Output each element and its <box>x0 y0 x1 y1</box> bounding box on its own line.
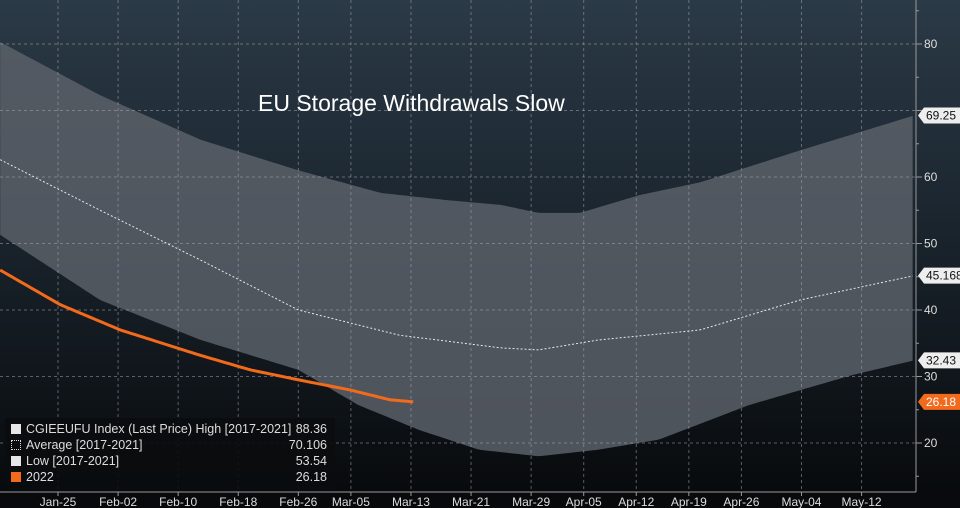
last-value-label: 32.43 <box>926 353 956 367</box>
high-low-band <box>0 42 913 457</box>
x-tick-label: Jan-25 <box>40 495 77 508</box>
y-tick-label: 30 <box>924 370 938 384</box>
y-tick-label: 20 <box>924 436 938 450</box>
x-tick-label: May-04 <box>781 495 821 508</box>
legend-label: CGIEEUFU Index (Last Price) High [2017-2… <box>26 422 292 436</box>
legend-item-2022: 2022 26.18 <box>11 470 333 485</box>
x-tick-label: Feb-10 <box>159 495 197 508</box>
x-tick-label: Apr-05 <box>566 495 602 508</box>
legend-value: 88.36 <box>295 422 327 436</box>
last-value-tag <box>918 352 960 369</box>
last-value-tag <box>918 267 960 284</box>
legend-item-low: Low [2017-2021] 53.54 <box>11 454 333 469</box>
x-tick-label: Mar-21 <box>452 495 490 508</box>
last-value-label: 69.25 <box>926 108 956 122</box>
y-tick-label: 40 <box>924 303 938 317</box>
x-tick-label: Mar-05 <box>332 495 370 508</box>
y-tick-label: 60 <box>924 170 938 184</box>
x-tick-label: Mar-29 <box>512 495 550 508</box>
x-tick-label: Apr-26 <box>723 495 759 508</box>
legend-value: 53.54 <box>295 454 327 468</box>
last-value-label: 26.18 <box>926 395 956 409</box>
last-value-tag <box>918 107 960 124</box>
x-tick-label: Apr-12 <box>618 495 654 508</box>
x-tick-label: Feb-26 <box>279 495 317 508</box>
legend-label: Low [2017-2021] <box>26 454 120 468</box>
y-tick-label: 80 <box>924 37 938 51</box>
y-tick-label: 50 <box>924 237 938 251</box>
x-tick-label: May-12 <box>842 495 882 508</box>
legend-value: 26.18 <box>295 470 327 484</box>
x-tick-label: Apr-19 <box>671 495 707 508</box>
legend-swatch <box>11 472 21 482</box>
legend-value: 70.106 <box>288 438 327 452</box>
legend-label: Average [2017-2021] <box>26 438 143 452</box>
legend-swatch <box>11 424 21 434</box>
legend-label: 2022 <box>26 470 54 484</box>
x-tick-label: Mar-13 <box>392 495 430 508</box>
legend-item-average: Average [2017-2021] 70.106 <box>11 438 333 453</box>
chart-title: EU Storage Withdrawals Slow <box>258 90 565 116</box>
legend-item-high: CGIEEUFU Index (Last Price) High [2017-2… <box>11 422 333 437</box>
last-value-label: 45.168 <box>926 269 960 283</box>
legend-swatch <box>11 440 21 450</box>
legend-swatch <box>11 456 21 466</box>
last-value-tag <box>918 393 960 410</box>
x-tick-label: Feb-02 <box>99 495 137 508</box>
x-tick-label: Feb-18 <box>219 495 257 508</box>
legend: CGIEEUFU Index (Last Price) High [2017-2… <box>5 418 335 491</box>
series-2022-line <box>0 268 414 404</box>
